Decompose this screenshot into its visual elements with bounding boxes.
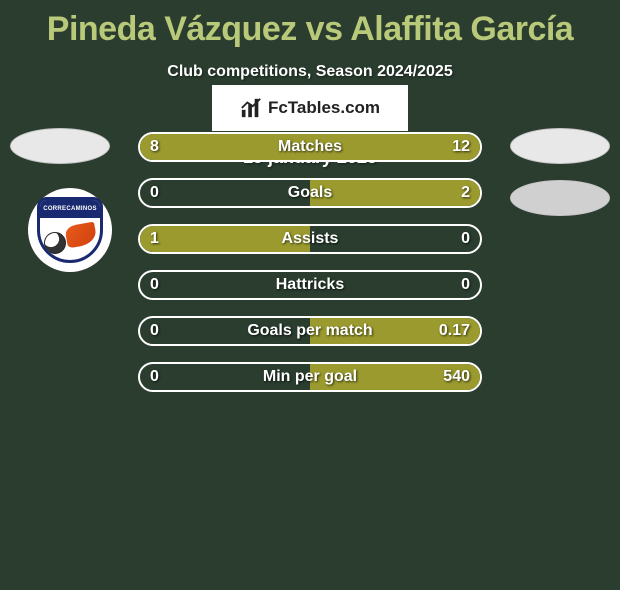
roadrunner-icon — [64, 222, 97, 249]
stat-row: Goals0 2 — [138, 178, 482, 208]
stat-row: Min per goal0 540 — [138, 362, 482, 392]
subtitle: Club competitions, Season 2024/2025 — [0, 63, 620, 81]
stat-label: Goals per match — [140, 318, 480, 344]
stat-value-left: 0 — [150, 180, 159, 206]
stat-row: Hattricks0 0 — [138, 270, 482, 300]
stat-value-left: 0 — [150, 364, 159, 390]
brand-text: FcTables.com — [268, 98, 380, 118]
stat-row: Goals per match0 0.17 — [138, 316, 482, 346]
page-title: Pineda Vázquez vs Alaffita García — [0, 10, 620, 49]
stat-value-right: 0 — [461, 272, 470, 298]
stat-row: Assists1 0 — [138, 224, 482, 254]
stat-value-right: 540 — [443, 364, 470, 390]
stats-bars: Matches812Goals02Assists10Hattricks00Goa… — [138, 132, 482, 408]
player-right-club-badge — [510, 180, 610, 216]
stat-label: Min per goal — [140, 364, 480, 390]
stat-value-left: 0 — [150, 318, 159, 344]
stat-value-right: 2 — [461, 180, 470, 206]
player-left-avatar — [10, 128, 110, 164]
stat-value-left: 1 — [150, 226, 159, 252]
club-logo-text: CORRECAMINOS — [40, 200, 100, 218]
soccer-ball-icon — [44, 232, 66, 254]
stat-label: Hattricks — [140, 272, 480, 298]
player-left-club-logo: CORRECAMINOS — [28, 188, 112, 272]
player-right-avatar — [510, 128, 610, 164]
stat-row: Matches8 12 — [138, 132, 482, 162]
brand-box[interactable]: FcTables.com — [212, 85, 408, 131]
stat-label: Goals — [140, 180, 480, 206]
stat-value-right: 0 — [461, 226, 470, 252]
stat-value-right: 12 — [452, 134, 470, 160]
stat-value-left: 8 — [150, 134, 159, 160]
chart-icon — [240, 97, 262, 119]
stat-value-left: 0 — [150, 272, 159, 298]
stat-label: Matches — [140, 134, 480, 160]
stat-value-right: 0.17 — [439, 318, 470, 344]
stat-label: Assists — [140, 226, 480, 252]
